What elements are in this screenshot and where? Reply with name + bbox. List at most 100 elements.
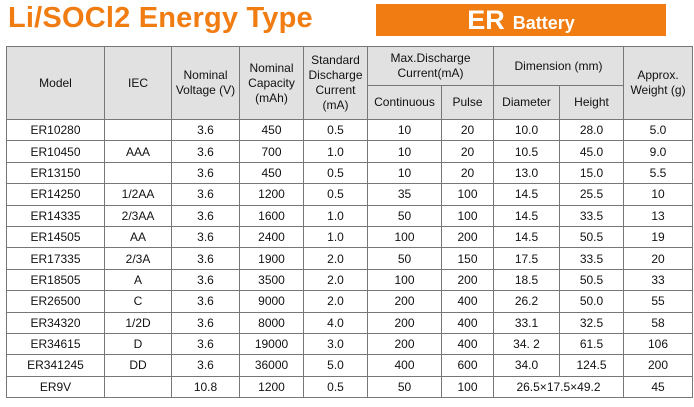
cell-continuous: 50 xyxy=(367,204,442,227)
battery-spec-table: Model IEC Nominal Voltage (V) Nominal Ca… xyxy=(6,46,694,399)
cell-continuous: 200 xyxy=(367,290,442,313)
table-row: ER10280 3.6 450 0.5 10 20 10.0 28.0 5.0 xyxy=(6,118,694,142)
cell-weight: 9.0 xyxy=(623,140,694,163)
cell-height: 33.5 xyxy=(558,204,625,227)
cell-continuous: 35 xyxy=(367,183,442,206)
cell-capacity: 8000 xyxy=(239,311,304,334)
cell-diameter: 10.0 xyxy=(493,118,560,142)
header-model: Model xyxy=(6,46,105,120)
cell-model: ER34615 xyxy=(6,332,105,356)
cell-pulse: 150 xyxy=(441,247,494,270)
cell-standard-current: 0.5 xyxy=(303,375,368,399)
header-height: Height xyxy=(558,85,625,120)
table-row: ER34615 D 3.6 19000 3.0 200 400 34. 2 61.5 106 xyxy=(6,332,694,356)
cell-weight: 45 xyxy=(623,375,694,399)
header-pulse: Pulse xyxy=(441,85,494,120)
cell-voltage: 3.6 xyxy=(171,332,240,356)
cell-standard-current: 5.0 xyxy=(303,354,368,377)
cell-iec: 1/2AA xyxy=(104,183,172,206)
banner-sub-text: Battery xyxy=(512,12,575,33)
cell-pulse: 20 xyxy=(441,118,494,142)
cell-height: 32.5 xyxy=(558,311,625,334)
table-row: ER14335 2/3AA 3.6 1600 1.0 50 100 14.5 33.5 13 xyxy=(6,204,694,227)
cell-iec: 2/3AA xyxy=(104,204,172,227)
cell-iec: DD xyxy=(104,354,172,377)
cell-height: 61.5 xyxy=(558,332,625,356)
cell-weight: 19 xyxy=(623,225,694,249)
cell-voltage: 3.6 xyxy=(171,354,240,377)
cell-model: ER14335 xyxy=(6,204,105,227)
page-title: Li/SOCl2 Energy Type xyxy=(8,2,313,34)
header-iec: IEC xyxy=(104,46,172,120)
cell-model: ER13150 xyxy=(6,161,105,185)
header-voltage: Nominal Voltage (V) xyxy=(171,46,240,120)
table-row: ER26500 C 3.6 9000 2.0 200 400 26.2 50.0 55 xyxy=(6,290,694,313)
cell-standard-current: 1.0 xyxy=(303,204,368,227)
cell-capacity: 1200 xyxy=(239,375,304,399)
banner-main-text: ER xyxy=(467,4,505,35)
cell-iec: 2/3A xyxy=(104,247,172,270)
cell-standard-current: 1.0 xyxy=(303,140,368,163)
cell-standard-current: 2.0 xyxy=(303,290,368,313)
cell-continuous: 10 xyxy=(367,161,442,185)
cell-weight: 13 xyxy=(623,204,694,227)
cell-capacity: 9000 xyxy=(239,290,304,313)
cell-standard-current: 1.0 xyxy=(303,225,368,249)
cell-weight: 5.0 xyxy=(623,118,694,142)
cell-standard-current: 2.0 xyxy=(303,247,368,270)
cell-pulse: 100 xyxy=(441,204,494,227)
table-row: ER18505 A 3.6 3500 2.0 100 200 18.5 50.5 33 xyxy=(6,268,694,292)
cell-voltage: 3.6 xyxy=(171,161,240,185)
cell-continuous: 200 xyxy=(367,332,442,356)
cell-continuous: 200 xyxy=(367,311,442,334)
cell-continuous: 400 xyxy=(367,354,442,377)
header-standard-current: Standard Discharge Current (mA) xyxy=(303,46,368,120)
cell-iec: AAA xyxy=(104,140,172,163)
cell-diameter: 26.2 xyxy=(493,290,560,313)
cell-continuous: 10 xyxy=(367,118,442,142)
cell-model: ER10280 xyxy=(6,118,105,142)
cell-height: 15.0 xyxy=(558,161,625,185)
battery-type-banner: ER Battery xyxy=(376,4,666,36)
cell-iec: D xyxy=(104,332,172,356)
cell-diameter: 17.5 xyxy=(493,247,560,270)
cell-weight: 58 xyxy=(623,311,694,334)
cell-voltage: 3.6 xyxy=(171,311,240,334)
cell-capacity: 1600 xyxy=(239,204,304,227)
cell-height: 25.5 xyxy=(558,183,625,206)
cell-model: ER17335 xyxy=(6,247,105,270)
cell-model: ER26500 xyxy=(6,290,105,313)
cell-voltage: 3.6 xyxy=(171,140,240,163)
cell-voltage: 3.6 xyxy=(171,183,240,206)
cell-height: 50.0 xyxy=(558,290,625,313)
cell-model: ER34320 xyxy=(6,311,105,334)
cell-model: ER341245 xyxy=(6,354,105,377)
cell-pulse: 200 xyxy=(441,225,494,249)
cell-height: 50.5 xyxy=(558,268,625,292)
cell-model: ER10450 xyxy=(6,140,105,163)
cell-continuous: 100 xyxy=(367,225,442,249)
cell-voltage: 10.8 xyxy=(171,375,240,399)
table-row: ER14505 AA 3.6 2400 1.0 100 200 14.5 50.5 19 xyxy=(6,225,694,249)
cell-height: 50.5 xyxy=(558,225,625,249)
cell-standard-current: 0.5 xyxy=(303,183,368,206)
cell-pulse: 400 xyxy=(441,311,494,334)
cell-standard-current: 2.0 xyxy=(303,268,368,292)
cell-capacity: 700 xyxy=(239,140,304,163)
cell-voltage: 3.6 xyxy=(171,118,240,142)
cell-diameter: 13.0 xyxy=(493,161,560,185)
cell-pulse: 100 xyxy=(441,375,494,399)
cell-model: ER18505 xyxy=(6,268,105,292)
cell-voltage: 3.6 xyxy=(171,268,240,292)
cell-iec xyxy=(104,375,172,399)
header-weight: Approx. Weight (g) xyxy=(623,46,694,120)
cell-iec: AA xyxy=(104,225,172,249)
table-row: ER14250 1/2AA 3.6 1200 0.5 35 100 14.5 25.5 10 xyxy=(6,183,694,206)
cell-diameter: 33.1 xyxy=(493,311,560,334)
cell-continuous: 50 xyxy=(367,247,442,270)
cell-diameter: 14.5 xyxy=(493,183,560,206)
cell-capacity: 36000 xyxy=(239,354,304,377)
cell-dimension: 26.5×17.5×49.2 xyxy=(492,375,625,399)
cell-weight: 20 xyxy=(623,247,694,270)
cell-diameter: 14.5 xyxy=(493,225,560,249)
